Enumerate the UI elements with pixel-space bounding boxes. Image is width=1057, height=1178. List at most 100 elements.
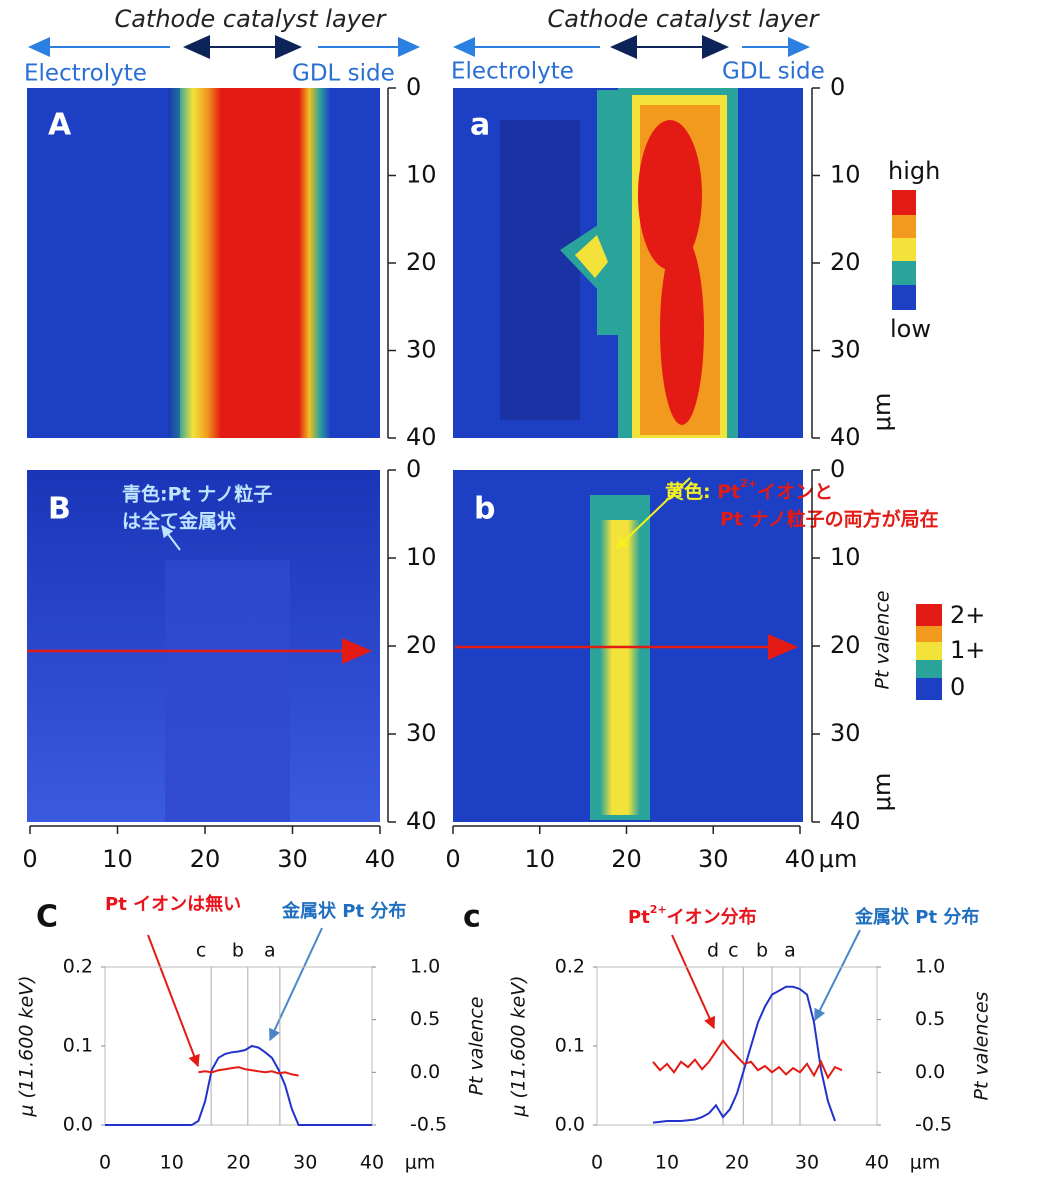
- y-tick-label: 40: [406, 807, 437, 835]
- y2-axis-label: Pt valences: [971, 991, 993, 1100]
- y-tick-label: 0.1: [555, 1035, 585, 1057]
- note: Pt ナノ粒子の両方が局在: [720, 508, 939, 531]
- y-tick-label: 20: [406, 631, 437, 659]
- x-tick-label: 10: [655, 1152, 679, 1174]
- y2-tick-label: 1.0: [410, 956, 440, 978]
- legend-title: Pt valence: [872, 591, 894, 690]
- header-right: GDL side: [722, 59, 825, 85]
- annotation-part: Pt: [628, 907, 650, 928]
- x-tick-label: 40: [785, 845, 816, 873]
- y2-tick-label: 0.5: [915, 1008, 945, 1030]
- x-tick-label: 40: [360, 1152, 384, 1174]
- note-part: イオンと: [757, 481, 833, 503]
- panel-label: B: [48, 492, 71, 527]
- series-line: [198, 1066, 299, 1077]
- x-tick-label: 30: [795, 1152, 819, 1174]
- marker-label: a: [264, 940, 276, 962]
- note: 黄色: Pt2+イオンと: [665, 477, 833, 503]
- y-tick-label: 20: [830, 248, 861, 276]
- header-right: GDL side: [292, 61, 395, 87]
- x-tick-label: 30: [293, 1152, 317, 1174]
- x-tick-label: 0: [591, 1152, 603, 1174]
- header-title: Cathode catalyst layer: [114, 5, 387, 33]
- note-part: Pt: [717, 481, 740, 503]
- annotation-arrows: [147, 927, 861, 1068]
- legend-low: low: [890, 315, 931, 343]
- plot-frame: [596, 966, 878, 1126]
- y2-axis-label: Pt valence: [466, 997, 488, 1096]
- y-tick-label: 0.0: [63, 1114, 93, 1136]
- marker-label: a: [784, 940, 796, 962]
- marker-label: c: [728, 940, 738, 962]
- x-tick-label: 20: [226, 1152, 250, 1174]
- series-line: [105, 1044, 372, 1126]
- plot-frame: [104, 966, 373, 1126]
- y-tick-label: 0: [830, 455, 845, 483]
- y-tick-label: 40: [406, 423, 437, 451]
- annotation: Pt2+イオン分布: [628, 903, 757, 928]
- annotation-part: 2+: [650, 903, 667, 916]
- map-a: [453, 88, 803, 438]
- y-axis-label: μ (11.600 keV): [508, 975, 530, 1117]
- note: は全て金属状: [122, 510, 237, 533]
- y-tick-label: 30: [830, 719, 861, 747]
- y-tick-label: 0.0: [555, 1114, 585, 1136]
- x-tick-label: 40: [865, 1152, 889, 1174]
- y2-tick-label: 1.0: [915, 956, 945, 978]
- y2-tick-label: 0.0: [410, 1061, 440, 1083]
- marker-label: d: [707, 940, 719, 962]
- series-line: [652, 1039, 843, 1080]
- y-tick-label: 20: [830, 631, 861, 659]
- x-tick-label: 30: [698, 845, 729, 873]
- panel-label: b: [474, 492, 495, 527]
- panel-label: C: [36, 900, 58, 935]
- y-tick-label: 30: [406, 719, 437, 747]
- annotation: 金属状 Pt 分布: [854, 906, 979, 928]
- y-tick-label: 40: [830, 423, 861, 451]
- y2-tick-label: 0.5: [410, 1008, 440, 1030]
- map-B: [27, 470, 380, 822]
- x-tick-label: 0: [99, 1152, 111, 1174]
- panel-label: A: [48, 108, 72, 143]
- legend-label: 2+: [950, 601, 985, 629]
- y-tick-label: 0: [406, 455, 421, 483]
- map-A: [27, 88, 380, 438]
- annotation-part: イオン分布: [667, 906, 757, 928]
- header-left: Electrolyte: [451, 59, 574, 85]
- y-tick-label: 0: [406, 73, 421, 101]
- x-tick-label: 40: [365, 845, 396, 873]
- marker-label: c: [196, 940, 206, 962]
- note: 青色:Pt ナノ粒子: [122, 483, 272, 506]
- x-tick-label: 0: [445, 845, 460, 873]
- x-tick-label: 10: [160, 1152, 184, 1174]
- y-tick-label: 20: [406, 248, 437, 276]
- header-left: Electrolyte: [24, 61, 147, 87]
- y-tick-label: 0.2: [555, 956, 585, 978]
- y-tick-label: 10: [406, 161, 437, 189]
- y-tick-label: 40: [830, 807, 861, 835]
- y2-tick-label: -0.5: [410, 1114, 447, 1136]
- panel-label: a: [470, 108, 490, 143]
- y2-tick-label: 0.0: [915, 1061, 945, 1083]
- x-tick-label: 20: [611, 845, 642, 873]
- y-tick-label: 10: [830, 543, 861, 571]
- y-tick-label: 10: [406, 543, 437, 571]
- x-tick-label: 10: [102, 845, 133, 873]
- note-part: 2+: [740, 477, 757, 490]
- unit: μm: [868, 773, 896, 812]
- colorbar-bottom: [916, 604, 942, 700]
- x-unit: μm: [910, 1152, 941, 1174]
- header-title: Cathode catalyst layer: [547, 5, 820, 33]
- x-unit: μm: [405, 1152, 436, 1174]
- colorbar-top: [892, 190, 916, 310]
- y-tick-label: 0: [830, 73, 845, 101]
- unit: μm: [868, 393, 896, 432]
- x-tick-label: 10: [524, 845, 555, 873]
- panel-label: c: [463, 900, 481, 935]
- y2-tick-label: -0.5: [915, 1114, 952, 1136]
- y-tick-label: 0.1: [63, 1035, 93, 1057]
- x-tick-label: 20: [725, 1152, 749, 1174]
- y-tick-label: 0.2: [63, 956, 93, 978]
- x-tick-label: 20: [190, 845, 221, 873]
